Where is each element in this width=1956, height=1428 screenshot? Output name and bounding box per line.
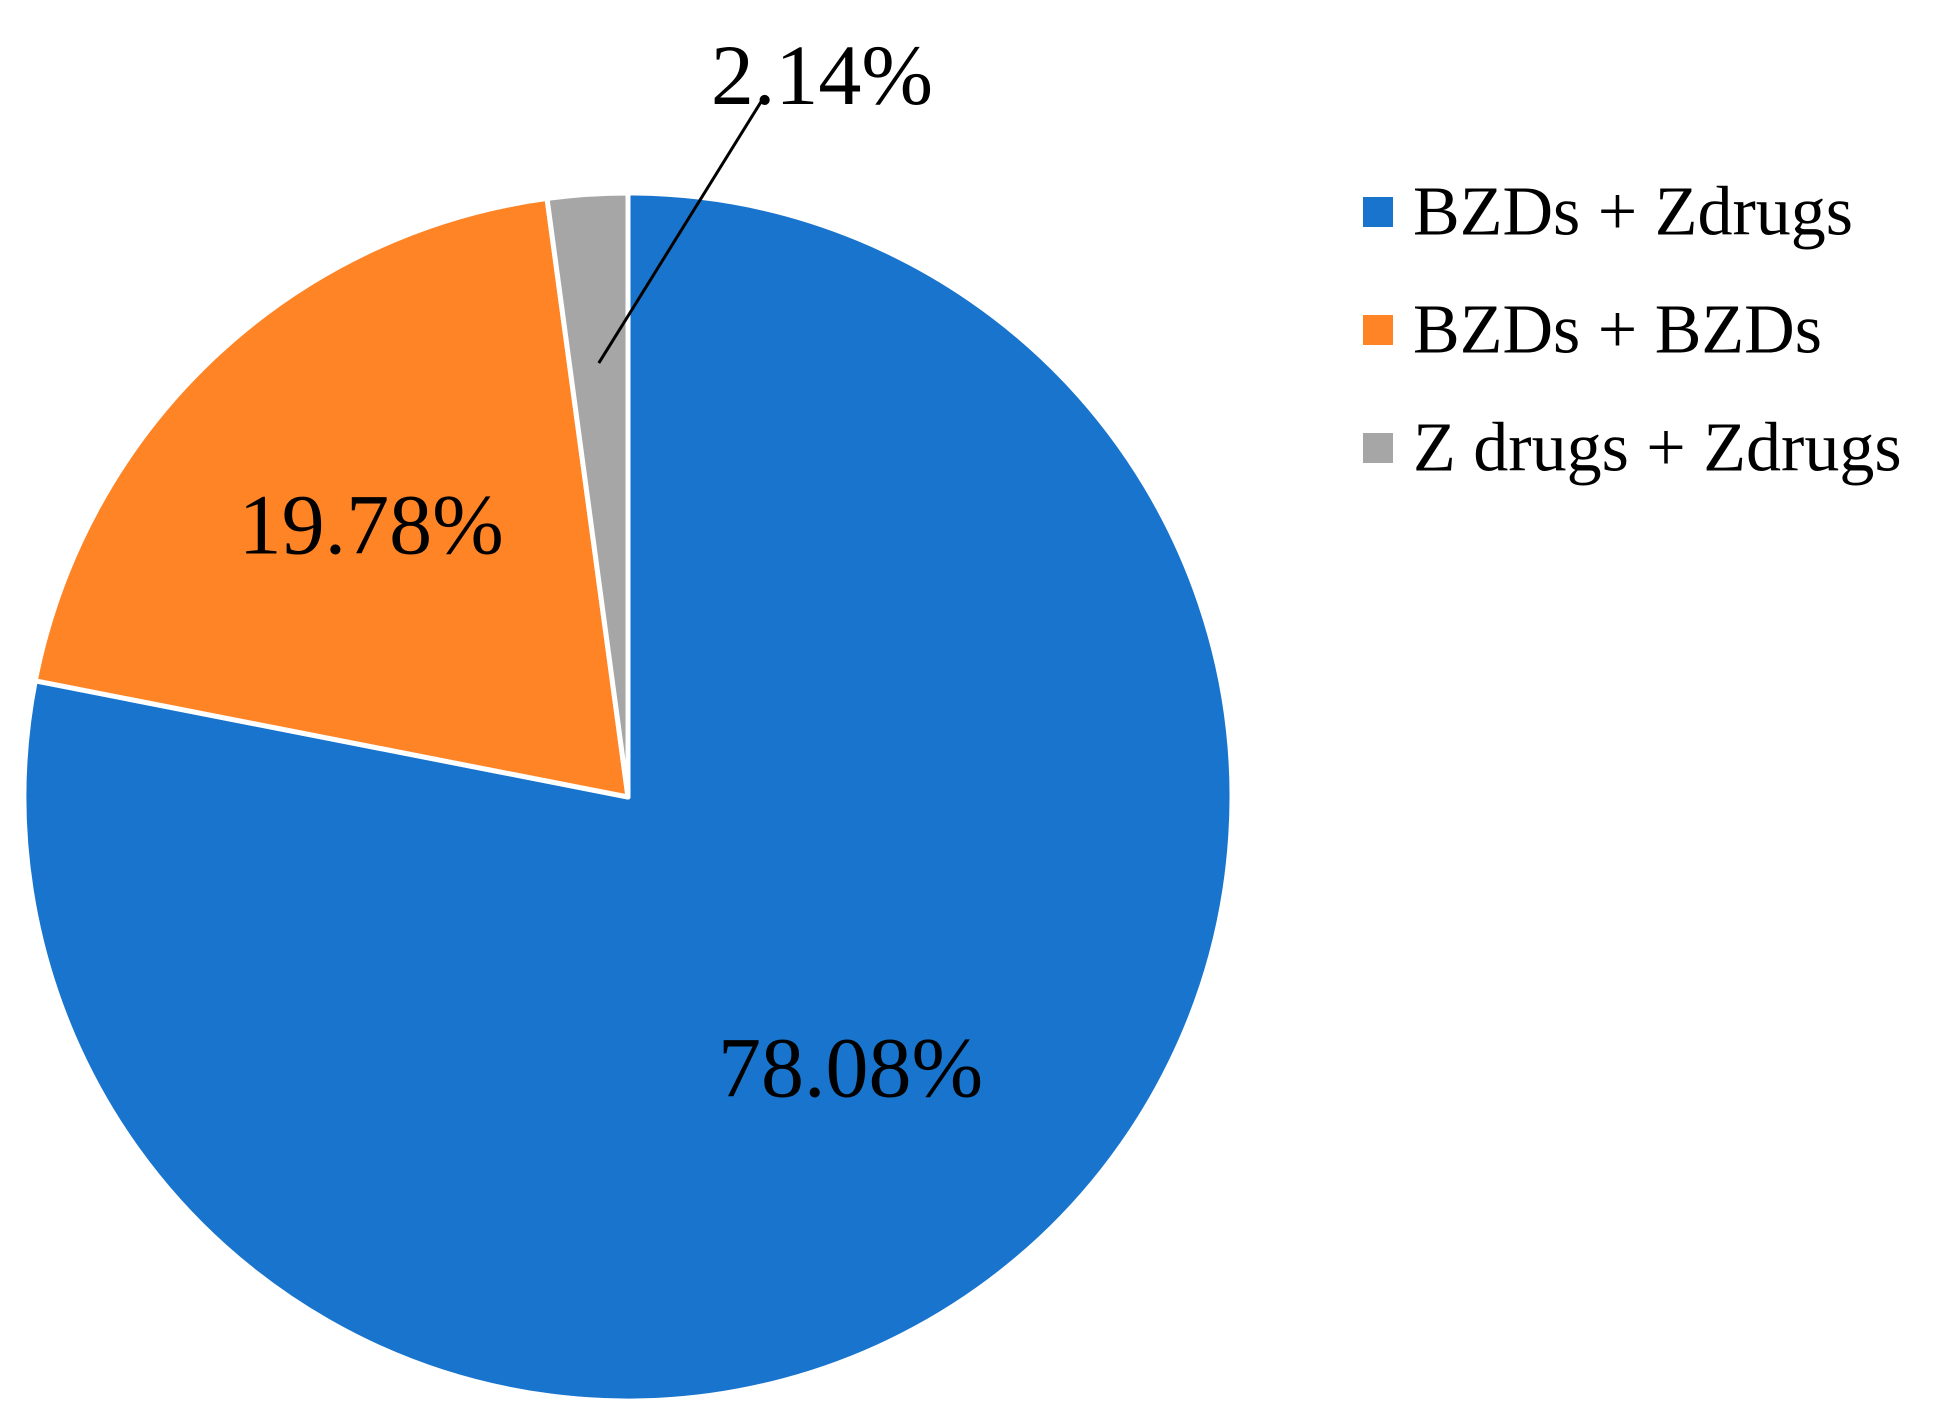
legend-label-3: Z drugs + Zdrugs (1413, 410, 1902, 487)
pie-slices (21, 190, 1235, 1404)
legend-swatch-1 (1363, 197, 1393, 227)
slice-label-3: 2.14% (711, 27, 933, 123)
slice-labels: 78.08% 19.78% 2.14% (239, 27, 984, 1115)
legend: BZDs + Zdrugs BZDs + BZDs Z drugs + Zdrugs (1363, 174, 1902, 487)
pie-slice-3 (544, 190, 631, 800)
legend-swatch-2 (1363, 315, 1393, 345)
pie-slice-2 (32, 195, 631, 800)
slice-label-1: 78.08% (718, 1019, 983, 1115)
leader-line-3 (597, 96, 766, 364)
slice-label-2: 19.78% (239, 476, 504, 572)
legend-label-1: BZDs + Zdrugs (1413, 174, 1853, 251)
legend-label-2: BZDs + BZDs (1413, 292, 1822, 369)
leader-lines (597, 96, 766, 364)
legend-swatch-3 (1363, 433, 1393, 463)
pie-slice-1 (21, 190, 1235, 1404)
